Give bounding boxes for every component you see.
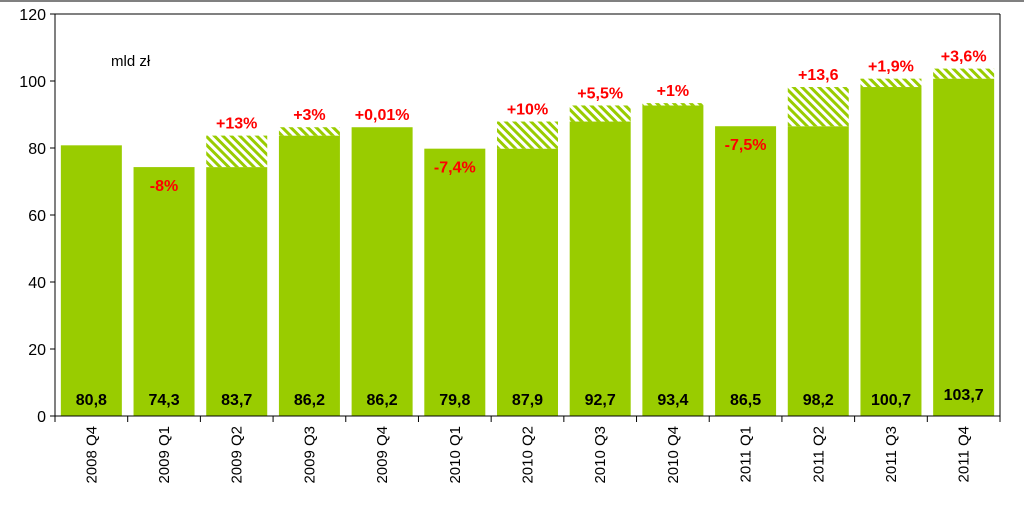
bar-value-label: 98,2 <box>803 392 834 409</box>
change-label: +1% <box>657 83 689 100</box>
x-category-label: 2008 Q4 <box>83 426 100 484</box>
change-label: +13,6 <box>798 67 839 84</box>
bar-increase-segment <box>787 87 849 127</box>
x-category-label: 2010 Q4 <box>665 426 682 484</box>
y-tick-label: 100 <box>19 74 46 91</box>
y-tick-label: 120 <box>19 7 46 24</box>
bar-value-label: 103,7 <box>944 387 984 404</box>
x-category-label: 2009 Q2 <box>229 426 246 484</box>
bar <box>642 105 704 416</box>
x-category-label: 2011 Q2 <box>810 426 827 482</box>
bar-value-label: 86,5 <box>730 392 761 409</box>
bar-value-label: 83,7 <box>221 392 252 409</box>
change-label: +0,01% <box>355 107 410 124</box>
x-category-label: 2011 Q4 <box>956 426 973 482</box>
bar <box>351 127 413 416</box>
bar <box>133 167 195 416</box>
x-category-label: 2009 Q3 <box>301 426 318 484</box>
change-label: -8% <box>150 178 178 195</box>
bar <box>860 87 922 416</box>
bar <box>278 135 340 417</box>
bar-value-label: 79,8 <box>439 392 470 409</box>
bar-value-label: 80,8 <box>76 392 107 409</box>
y-tick-label: 40 <box>28 275 46 292</box>
change-label: +10% <box>507 102 548 119</box>
bar <box>715 126 777 416</box>
bar-increase-segment <box>642 103 704 106</box>
y-tick-label: 20 <box>28 342 46 359</box>
x-category-label: 2011 Q1 <box>738 426 755 482</box>
change-label: -7,4% <box>434 160 476 177</box>
change-label: +3% <box>293 107 325 124</box>
x-category-label: 2009 Q1 <box>156 426 173 484</box>
unit-label: mld zł <box>111 53 151 70</box>
bar-increase-segment <box>569 105 631 122</box>
bar-value-label: 87,9 <box>512 392 543 409</box>
x-category-label: 2010 Q1 <box>447 426 464 484</box>
change-label: +3,6% <box>941 49 987 66</box>
bar-increase-segment <box>278 127 340 136</box>
bar-increase-segment <box>497 121 558 149</box>
x-category-label: 2009 Q4 <box>374 426 391 484</box>
bar <box>569 121 631 416</box>
x-category-label: 2010 Q2 <box>520 426 537 484</box>
change-label: +1,9% <box>868 59 914 76</box>
bar <box>424 148 486 417</box>
bar-value-label: 93,4 <box>657 392 688 409</box>
y-tick-label: 60 <box>28 208 46 225</box>
bar-value-label: 74,3 <box>148 392 179 409</box>
bar <box>206 167 268 416</box>
bar-value-label: 86,2 <box>294 392 325 409</box>
x-category-label: 2011 Q3 <box>883 426 900 482</box>
change-label: +5,5% <box>577 85 623 102</box>
bar-value-label: 86,2 <box>367 392 398 409</box>
bar <box>497 148 558 417</box>
x-category-label: 2010 Q3 <box>592 426 609 484</box>
change-label: -7,5% <box>725 137 767 154</box>
bar <box>787 126 849 416</box>
bar <box>933 78 995 416</box>
change-label: +13% <box>216 116 257 133</box>
bar <box>60 145 122 416</box>
bar-increase-segment <box>933 68 995 79</box>
bar-increase-segment <box>860 78 922 88</box>
bar-value-label: 100,7 <box>871 392 911 409</box>
y-tick-label: 80 <box>28 141 46 158</box>
bar-increase-segment <box>206 135 268 168</box>
y-tick-label: 0 <box>37 409 46 426</box>
bar-value-label: 92,7 <box>585 392 616 409</box>
